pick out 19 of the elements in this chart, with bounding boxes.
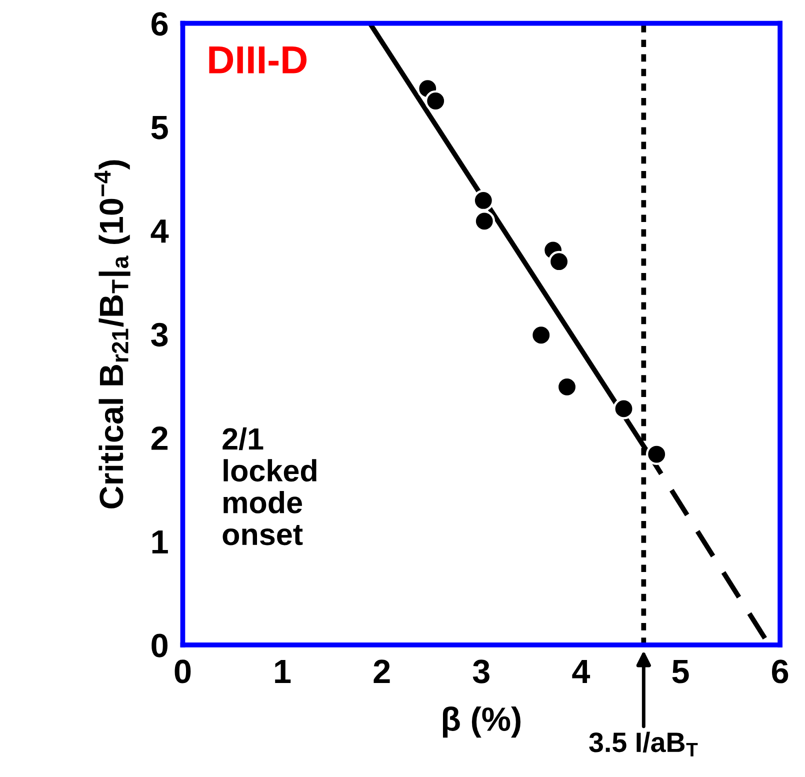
y-tick-label: 4 [150, 220, 169, 243]
y-tick-label: 3 [151, 322, 168, 347]
x-tick-label: 6 [772, 660, 788, 684]
x-tick-label: 4 [572, 660, 590, 683]
annotation: 2/1 locked mode onset [222, 427, 316, 546]
y-tick-label: 0 [152, 634, 168, 658]
y-tick-label: 2 [151, 426, 168, 450]
y-tick-label: 6 [152, 12, 168, 36]
annotation: DIII-D [209, 46, 307, 74]
ref-line-label: 3.5 I/aB$_{T}$ [589, 732, 698, 756]
text: Critical B$_{r21}$/B$_{T}$|$_{a}$ (10$^{−4}$) [94, 160, 130, 508]
x-tick-label: 1 [275, 660, 291, 683]
y-tick-label: 5 [151, 116, 168, 140]
x-tick-label: 5 [672, 660, 689, 684]
y-tick-label: 1 [152, 530, 168, 554]
x-tick-label: 2 [374, 660, 390, 683]
x-axis-title: β (%) [442, 706, 520, 738]
x-tick-label: 0 [174, 660, 191, 684]
x-tick-label: 3 [472, 660, 490, 684]
